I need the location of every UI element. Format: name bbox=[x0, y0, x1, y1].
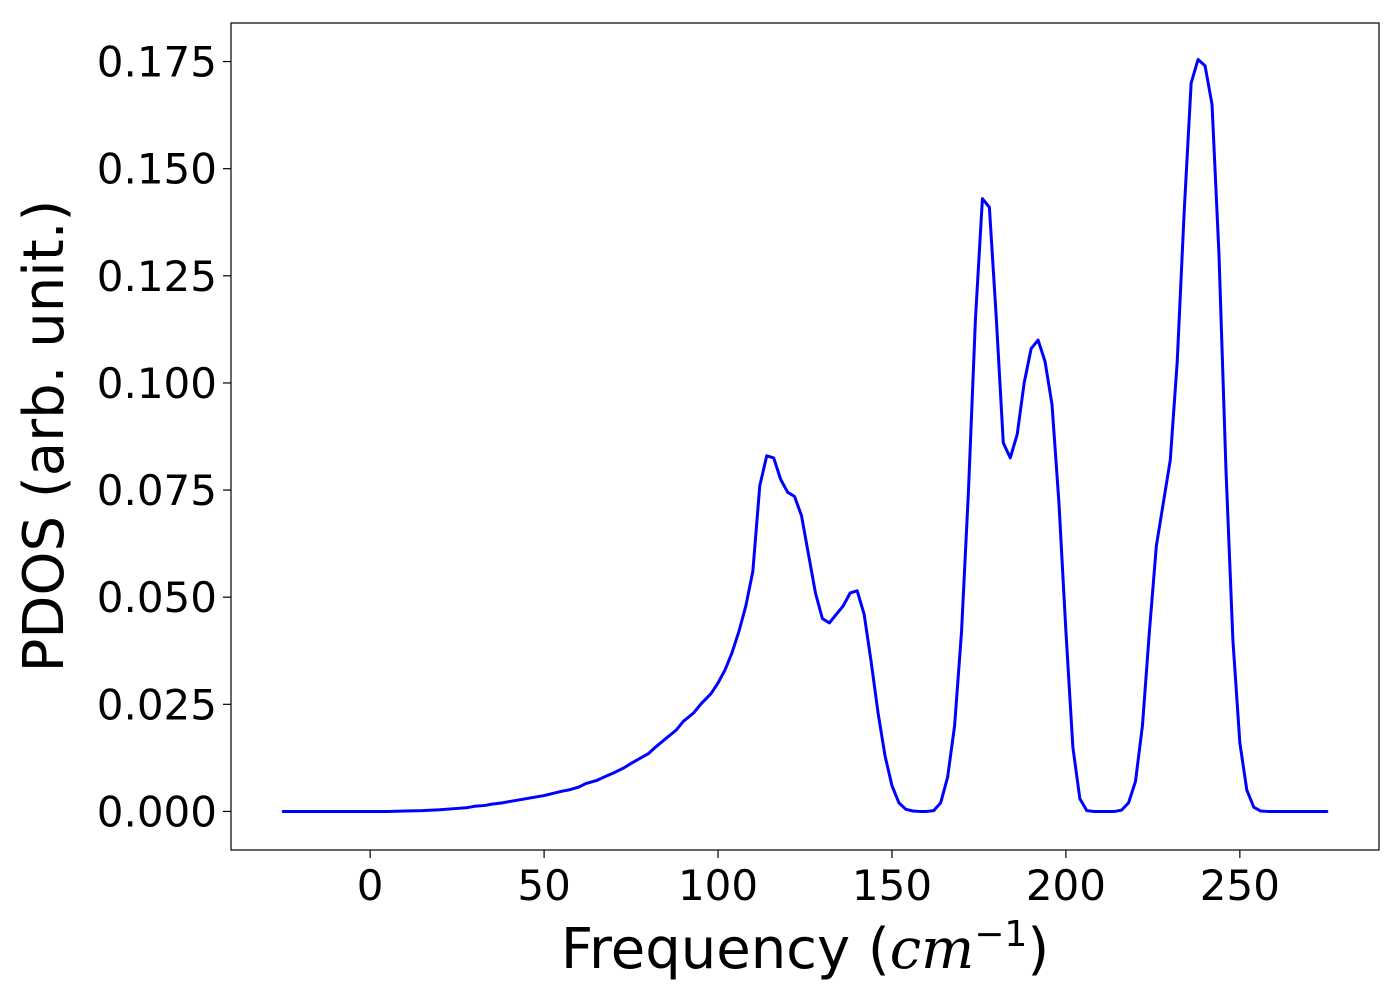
y-tick-label: 0.050 bbox=[97, 573, 217, 622]
y-axis-ticks: 0.000 0.025 0.050 0.075 0.100 0.125 0.150 0.175 bbox=[97, 38, 231, 836]
y-tick-label: 0.000 bbox=[97, 787, 217, 836]
y-tick-label: 0.100 bbox=[97, 359, 217, 408]
x-axis-label: Frequency (cm−1) bbox=[561, 914, 1049, 982]
y-axis-label: PDOS (arb. unit.) bbox=[12, 200, 77, 673]
plot-frame bbox=[230, 22, 1380, 851]
y-tick-label: 0.150 bbox=[97, 145, 217, 194]
y-tick-label: 0.075 bbox=[97, 466, 217, 515]
x-axis-ticks: 0 50 100 150 200 250 bbox=[357, 850, 1280, 910]
y-tick-label: 0.175 bbox=[97, 38, 217, 87]
pdos-series-line bbox=[281, 57, 1329, 813]
y-tick-label: 0.025 bbox=[97, 680, 217, 729]
x-tick-label: 50 bbox=[517, 861, 570, 910]
x-tick-label: 250 bbox=[1200, 861, 1280, 910]
x-tick-label: 0 bbox=[357, 861, 384, 910]
x-tick-label: 200 bbox=[1026, 861, 1106, 910]
x-tick-label: 150 bbox=[852, 861, 932, 910]
y-tick-label: 0.125 bbox=[97, 252, 217, 301]
x-tick-label: 100 bbox=[678, 861, 758, 910]
